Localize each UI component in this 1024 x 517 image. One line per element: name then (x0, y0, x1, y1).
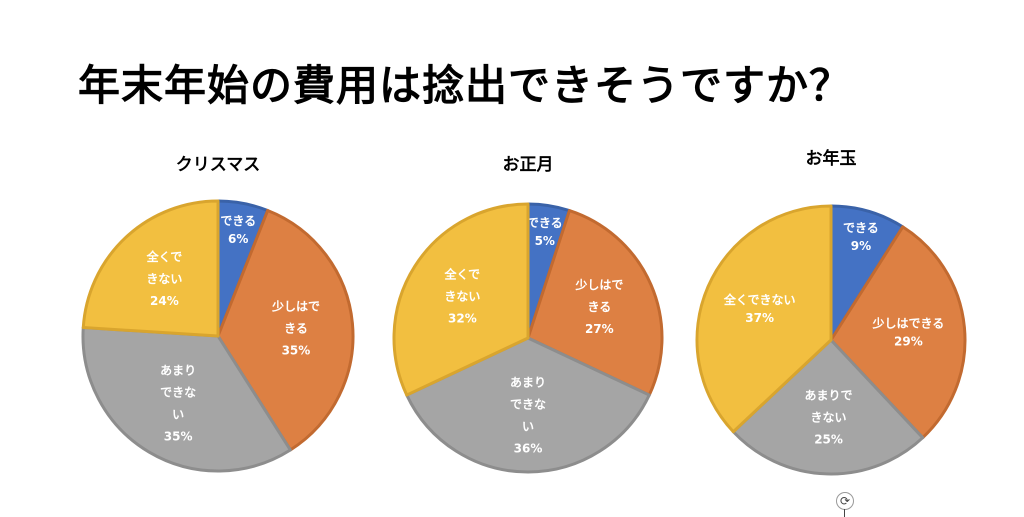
chart-title: お正月 (503, 155, 554, 175)
data-label-category: きる (587, 300, 611, 314)
data-label-category: 少しはで (271, 299, 320, 314)
data-label-value: 6% (228, 232, 248, 246)
data-label-value: 37% (745, 311, 774, 325)
data-label-category: できな (510, 398, 546, 412)
pie-slice (392, 202, 530, 397)
data-label-category: きる (284, 322, 308, 336)
data-label-value: 9% (851, 239, 871, 253)
pie-slice (216, 208, 355, 452)
data-label-value: 24% (150, 294, 179, 308)
data-label-value: 35% (164, 429, 193, 443)
data-label-category: い (172, 407, 184, 421)
data-label-value: 5% (535, 234, 555, 248)
data-label-value: 35% (282, 344, 311, 358)
data-label-value: 29% (894, 335, 923, 349)
data-label-category: できる (527, 216, 563, 230)
data-label-category: できる (843, 221, 879, 235)
pie-slice (695, 204, 833, 434)
data-label-category: きない (811, 411, 847, 425)
pie-slice (731, 338, 925, 476)
data-label-category: きない (146, 272, 182, 286)
data-label-category: 少しはできる (871, 316, 944, 331)
pie-slice (81, 326, 292, 473)
data-label-category: できな (160, 385, 196, 399)
data-label-category: い (522, 420, 534, 434)
data-label-category: あまり (510, 376, 546, 390)
data-label-category: あまりで (805, 389, 853, 403)
pie-slice (829, 225, 967, 440)
data-label-category: できる (220, 214, 256, 228)
data-label-category: 全くで (444, 266, 481, 281)
data-label-category: 全くで (146, 249, 183, 264)
data-label-value: 27% (585, 322, 614, 336)
data-label-category: 全くできない (723, 292, 796, 307)
chart-title: お年玉 (806, 148, 857, 169)
data-label-category: きない (444, 289, 480, 303)
chart-title: クリスマス (176, 155, 261, 175)
data-label-category: 少しはで (574, 277, 623, 292)
rotate-icon[interactable]: ⟳ (836, 492, 854, 510)
data-label-value: 32% (448, 311, 477, 325)
pie-slice (81, 199, 220, 338)
data-label-category: あまり (160, 363, 196, 377)
rotate-handle-line (844, 509, 845, 517)
pie-slice (405, 336, 651, 474)
pie-slice (526, 209, 664, 397)
page-title: 年末年始の費用は捻出できそうですか？ (78, 61, 853, 110)
data-label-value: 25% (814, 433, 843, 447)
data-label-value: 36% (514, 442, 543, 456)
